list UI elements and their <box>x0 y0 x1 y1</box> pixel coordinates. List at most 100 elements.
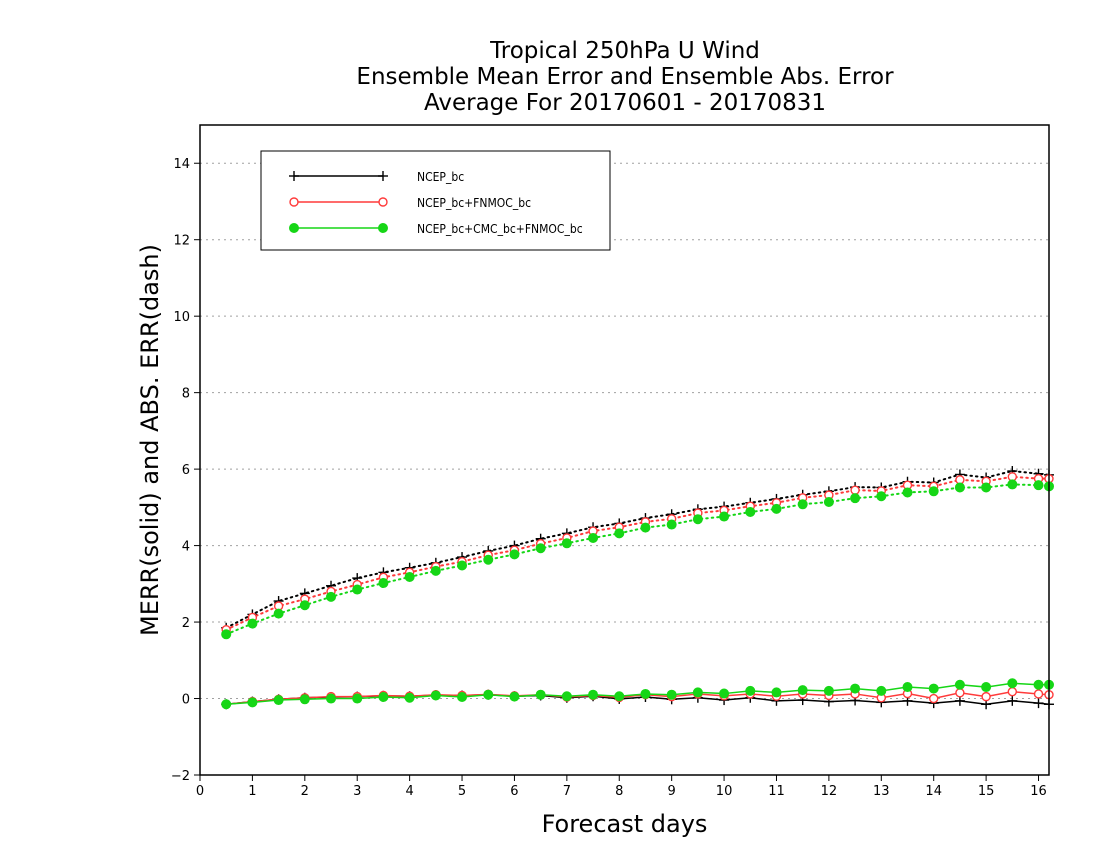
x-tick-label: 11 <box>768 784 785 799</box>
x-tick-label: 2 <box>301 784 309 799</box>
merr-point <box>1033 679 1044 690</box>
abs-err-line <box>225 470 1050 629</box>
x-tick-label: 14 <box>925 784 942 799</box>
x-tick-label: 0 <box>196 784 204 799</box>
abs-err-point <box>299 600 310 611</box>
abs-err-point <box>1007 479 1018 490</box>
y-tick-label: −2 <box>171 769 190 784</box>
abs-err-point <box>745 506 756 517</box>
merr-point <box>955 688 965 698</box>
x-tick-label: 6 <box>510 784 518 799</box>
x-tick-label: 16 <box>1030 784 1047 799</box>
y-tick-label: 12 <box>173 234 190 249</box>
legend-marker <box>378 197 388 207</box>
plot-frame <box>199 124 1050 776</box>
merr-point <box>430 690 441 701</box>
abs-err-point <box>273 608 284 619</box>
merr-point <box>797 685 808 696</box>
x-tick-label: 3 <box>353 784 361 799</box>
merr-point <box>483 689 494 700</box>
merr-point <box>928 683 939 694</box>
series-1 <box>221 472 1054 709</box>
merr-point <box>326 693 337 704</box>
x-tick-label: 9 <box>668 784 676 799</box>
abs-err-point <box>483 554 494 565</box>
abs-err-point <box>640 522 651 533</box>
abs-err-line <box>225 475 1050 631</box>
legend-box <box>260 150 611 251</box>
legend-marker <box>378 223 388 233</box>
abs-err-point <box>876 491 887 502</box>
y-tick-label: 14 <box>173 157 190 172</box>
merr-point <box>378 692 389 702</box>
abs-err-point <box>902 487 913 498</box>
abs-err-point <box>850 485 860 495</box>
merr-point <box>640 688 651 699</box>
title-line: Average For 20170601 - 20170831 <box>424 90 826 116</box>
abs-err-point <box>561 538 572 549</box>
merr-point <box>457 692 468 702</box>
abs-err-point <box>378 578 389 589</box>
legend-entry: NCEP_bc+CMC_bc+FNMOC_bc <box>289 222 583 236</box>
abs-err-point <box>797 499 808 510</box>
x-tick-label: 13 <box>873 784 890 799</box>
abs-err-point <box>509 549 520 560</box>
merr-point <box>404 692 415 703</box>
abs-err-point <box>457 560 468 571</box>
legend-entry: NCEP_bc+FNMOC_bc <box>289 196 531 210</box>
series-group <box>221 466 1054 710</box>
abs-err-point <box>850 493 861 504</box>
x-tick-label: 5 <box>458 784 466 799</box>
merr-point <box>535 689 546 700</box>
abs-err-point <box>692 514 703 525</box>
y-tick-label: 6 <box>182 463 190 478</box>
grid <box>200 162 1049 776</box>
merr-point <box>509 691 520 702</box>
series-2 <box>221 479 1054 710</box>
abs-err-line <box>225 483 1050 636</box>
merr-point <box>876 685 887 696</box>
merr-point <box>1007 686 1018 697</box>
title-line: Tropical 250hPa U Wind <box>489 38 760 64</box>
merr-point <box>299 694 310 705</box>
abs-err-point <box>719 511 730 522</box>
abs-err-point <box>771 503 782 514</box>
abs-err-point <box>614 528 625 539</box>
merr-point <box>1033 698 1044 709</box>
abs-err-point <box>1033 480 1044 491</box>
merr-point <box>823 685 834 696</box>
x-tick-label: 4 <box>405 784 413 799</box>
abs-err-point <box>404 571 415 582</box>
x-tick-label: 8 <box>615 784 623 799</box>
abs-err-point <box>430 565 441 576</box>
x-tick-label: 10 <box>716 784 733 799</box>
abs-err-point <box>247 618 258 629</box>
merr-point <box>850 683 861 694</box>
y-tick-label: 8 <box>182 387 190 402</box>
legend-marker <box>378 171 388 181</box>
merr-point <box>1007 695 1018 706</box>
merr-point <box>221 699 232 710</box>
merr-point <box>771 687 782 698</box>
y-tick-label: 4 <box>182 540 190 555</box>
abs-err-point <box>981 482 992 493</box>
merr-point <box>588 689 599 700</box>
merr-point <box>614 691 625 702</box>
x-tick-label: 12 <box>821 784 838 799</box>
merr-line <box>226 682 1049 706</box>
merr-point <box>1033 689 1044 699</box>
abs-err-point <box>221 629 232 640</box>
legend-entry: NCEP_bc <box>289 170 464 184</box>
abs-err-point <box>326 591 337 602</box>
abs-err-point <box>666 519 677 530</box>
x-axis-title: Forecast days <box>542 810 708 838</box>
merr-point <box>561 691 572 702</box>
merr-point <box>954 679 965 690</box>
abs-err-point <box>823 497 834 507</box>
merr-point <box>247 697 258 708</box>
merr-point <box>745 685 756 696</box>
